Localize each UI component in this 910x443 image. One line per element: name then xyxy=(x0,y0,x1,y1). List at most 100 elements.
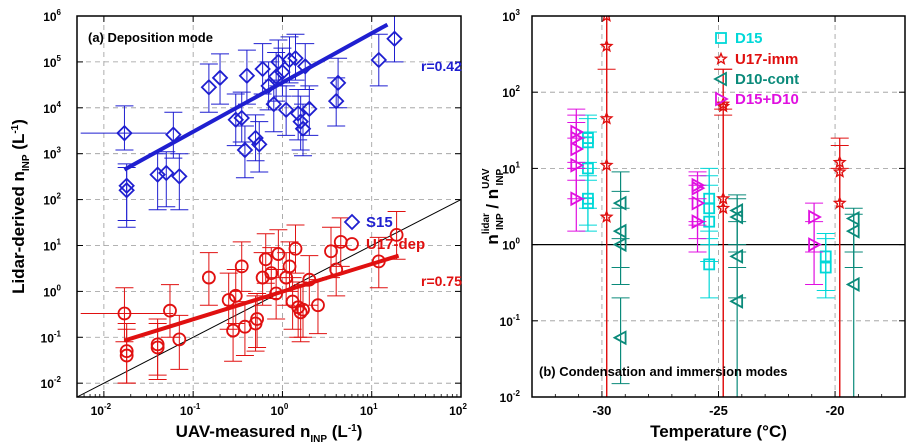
x-tick-label: 101 xyxy=(360,402,378,418)
data-point xyxy=(311,298,325,313)
data-point xyxy=(267,68,285,85)
fit-line xyxy=(123,253,400,343)
data-point xyxy=(599,209,614,224)
data-point xyxy=(116,124,133,142)
data-point xyxy=(271,247,286,261)
panel-label-b: (b) Condensation and immersion modes xyxy=(539,364,787,379)
data-point xyxy=(171,168,188,185)
data-point xyxy=(808,237,822,253)
x-axis-label: Temperature (°C) xyxy=(650,422,787,441)
correlation-annotation-u17: r=0.75 xyxy=(421,273,462,289)
y-axis-label: Lidar-derived nINP (L-1) xyxy=(9,119,32,294)
legend-marker xyxy=(343,213,361,231)
y-tick-label: 100 xyxy=(502,237,520,253)
y-tick-label: 104 xyxy=(43,100,61,116)
legend-label: D15 xyxy=(735,30,763,47)
y-tick-label: 10-1 xyxy=(500,313,521,329)
data-point xyxy=(729,248,744,264)
data-point xyxy=(301,100,318,118)
x-tick-label: 10-2 xyxy=(91,402,112,418)
x-tick-label: -20 xyxy=(826,403,845,418)
plot-area-a xyxy=(77,16,461,397)
data-point xyxy=(729,293,744,309)
x-tick-label: 100 xyxy=(271,402,289,418)
legend-marker xyxy=(345,237,359,251)
series-D15 xyxy=(578,114,835,299)
data-point xyxy=(832,195,847,210)
data-point xyxy=(729,209,744,225)
data-point xyxy=(612,237,627,253)
data-point xyxy=(293,305,308,320)
data-point xyxy=(149,166,166,183)
y-tick-label: 106 xyxy=(43,8,61,24)
fit-line xyxy=(123,22,389,172)
y-tick-label: 102 xyxy=(502,84,520,100)
data-point xyxy=(370,51,388,69)
x-tick-label: -30 xyxy=(593,403,612,418)
data-point xyxy=(234,259,249,274)
data-point xyxy=(296,302,310,317)
series-U17-imm xyxy=(597,16,849,397)
data-point xyxy=(200,78,218,96)
data-point xyxy=(389,228,404,242)
data-point xyxy=(117,306,132,321)
series-D10-cont xyxy=(611,171,863,397)
data-point xyxy=(221,293,236,307)
plot-area-b xyxy=(532,16,905,397)
legend-marker xyxy=(713,71,727,87)
series-S15 xyxy=(80,16,404,228)
data-point xyxy=(265,95,283,113)
legend-marker xyxy=(713,51,729,65)
y-tick-label: 105 xyxy=(43,54,61,70)
data-point xyxy=(281,51,298,69)
x-tick-label: 102 xyxy=(449,402,467,418)
data-point xyxy=(163,303,177,318)
data-point xyxy=(228,288,243,303)
data-point xyxy=(808,209,822,225)
x-axis-label: UAV-measured nINP (L-1) xyxy=(176,422,363,443)
legend-marker xyxy=(715,32,727,44)
data-point xyxy=(386,30,403,47)
data-point xyxy=(296,58,314,75)
x-tick-label: -25 xyxy=(709,403,728,418)
data-point xyxy=(250,136,268,153)
data-point xyxy=(274,63,291,81)
data-point xyxy=(287,49,304,67)
data-point xyxy=(150,337,165,352)
data-point xyxy=(250,312,264,326)
y-tick-label: 103 xyxy=(502,8,520,24)
y-tick-label: 101 xyxy=(502,160,520,176)
data-point xyxy=(119,348,134,363)
data-point xyxy=(703,258,716,271)
data-point xyxy=(292,113,309,130)
data-point xyxy=(570,191,585,207)
legend-label: S15 xyxy=(366,214,393,231)
data-point xyxy=(226,323,240,338)
y-tick-label: 100 xyxy=(43,283,61,299)
data-point xyxy=(716,200,731,215)
data-point xyxy=(236,141,254,159)
data-point xyxy=(819,261,832,274)
y-tick-label: 10-2 xyxy=(41,375,62,391)
y-tick-label: 10-2 xyxy=(500,389,521,405)
data-point xyxy=(211,69,229,87)
y-axis-label: nlidar INP / nUAV INP xyxy=(481,168,506,244)
y-tick-label: 102 xyxy=(43,192,61,208)
data-point xyxy=(612,330,627,346)
data-point xyxy=(158,164,175,182)
data-point xyxy=(288,241,303,256)
data-point xyxy=(247,129,264,147)
data-point xyxy=(233,109,251,127)
legend-label: U17-imm xyxy=(735,51,798,68)
data-point xyxy=(172,332,187,347)
data-point xyxy=(277,101,295,119)
panel-label-a: (a) Deposition mode xyxy=(88,30,213,45)
series-U17-dep xyxy=(80,211,406,384)
legend-marker xyxy=(715,91,729,107)
series-D15+D10 xyxy=(567,108,824,285)
data-point xyxy=(227,111,245,128)
y-tick-label: 101 xyxy=(43,237,61,253)
legend-label: D10-cont xyxy=(735,71,799,88)
x-tick-label: 10-1 xyxy=(180,402,201,418)
